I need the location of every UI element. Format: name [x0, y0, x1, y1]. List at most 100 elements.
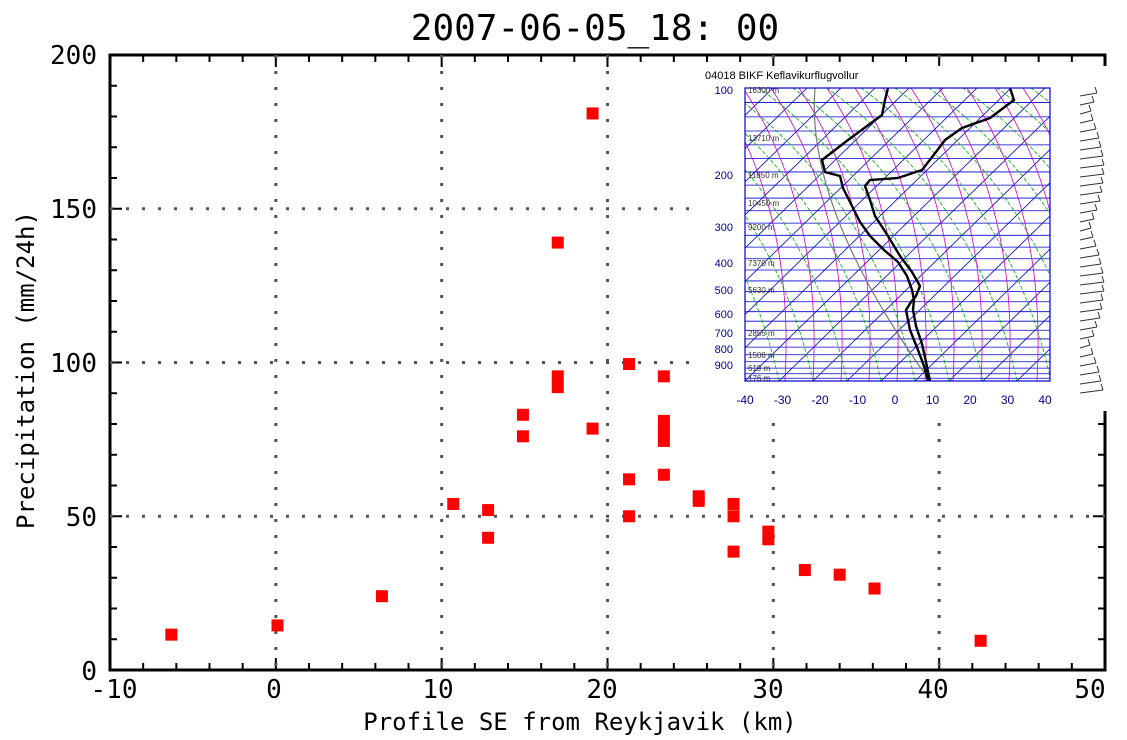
y-axis-label: Precipitation (mm/24h) — [12, 211, 40, 529]
moist-adiabat-line — [938, 88, 1011, 381]
wind-barb — [1100, 266, 1104, 274]
wind-barb — [1079, 326, 1098, 331]
wind-barbs — [1079, 86, 1105, 394]
data-point — [623, 358, 636, 371]
inset-station-label: 04018 BIKF Keflavikurflugvollur — [705, 70, 859, 82]
inset-border — [744, 87, 1051, 382]
data-point — [165, 628, 178, 641]
dry-adiabat-line — [928, 88, 1050, 215]
data-point — [727, 545, 740, 558]
skew-t-inset: 04018 BIKF Keflavikurflugvollur 10020030… — [439, 66, 1127, 411]
data-point — [657, 370, 670, 383]
isotherm-line — [745, 88, 1012, 349]
dewpoint-profile — [863, 88, 1016, 381]
data-point — [623, 510, 636, 523]
dry-adiabat-line — [962, 88, 1050, 170]
inset-temperature-label: 10 — [926, 393, 940, 407]
wind-barb — [1079, 119, 1094, 124]
isotherm-line — [745, 88, 808, 150]
data-point — [375, 590, 388, 603]
x-axis-label: Profile SE from Reykjavik (km) — [363, 708, 796, 736]
wind-barb — [1079, 281, 1105, 286]
inset-temperature-label: 20 — [963, 393, 977, 407]
isotherm-line — [948, 281, 1050, 381]
wind-barb — [1079, 182, 1104, 187]
moist-adiabat-line — [745, 140, 787, 381]
inset-height-label: 176 m — [748, 374, 771, 383]
data-point — [727, 510, 740, 523]
wind-barb — [1079, 236, 1094, 241]
wind-barb — [1079, 272, 1104, 277]
inset-pressure-label: 500 — [715, 285, 733, 297]
wind-barb — [1079, 155, 1104, 160]
wind-barb — [1094, 86, 1098, 94]
moist-adiabat-line — [910, 88, 983, 381]
wind-barb — [1079, 371, 1100, 376]
dry-adiabat-line — [745, 214, 814, 381]
dry-adiabat-line — [792, 88, 984, 381]
moist-adiabat-line — [1022, 88, 1050, 137]
inset-pressure-label: 700 — [715, 328, 733, 340]
wind-barb — [1098, 374, 1102, 382]
wind-barb — [1079, 227, 1092, 232]
isotherm-line — [880, 215, 1050, 381]
inset-diagram — [439, 87, 1127, 382]
moist-adiabat-line — [994, 88, 1050, 214]
data-point — [586, 422, 599, 435]
inset-lines — [439, 88, 1127, 381]
wind-barb — [1093, 239, 1097, 247]
inset-height-label: 16300 m — [748, 86, 779, 95]
inset-temperature-labels: -40 -30 -20 -10 0 10 20 30 40 — [736, 393, 1052, 407]
inset-pressure-label: 400 — [715, 258, 733, 270]
isotherm-line — [1119, 88, 1127, 381]
wind-barb — [1097, 194, 1101, 202]
wind-barb — [1097, 311, 1101, 319]
data-point — [798, 564, 811, 577]
wind-barb — [1090, 347, 1094, 355]
wind-barb — [1096, 365, 1100, 373]
wind-barb — [1079, 335, 1095, 340]
data-point — [551, 370, 564, 383]
y-tick-labels: 0 50 100 150 200 — [50, 41, 97, 687]
dry-adiabat-line — [826, 88, 1018, 381]
reference-curve — [813, 88, 931, 381]
isotherm-line — [812, 148, 1050, 381]
wind-barb — [1090, 113, 1094, 121]
wind-barb — [1079, 137, 1100, 142]
wind-barb — [1100, 293, 1104, 301]
wind-barb — [1079, 245, 1097, 250]
wind-barb — [1096, 248, 1100, 256]
isotherm-line — [439, 88, 739, 381]
isotherm-line — [745, 88, 910, 249]
wind-barb — [1079, 344, 1091, 349]
wind-barb — [1101, 158, 1105, 166]
inset-temperature-label: -30 — [774, 393, 792, 407]
dry-adiabat-line — [521, 88, 711, 381]
wind-barb — [1100, 149, 1104, 157]
wind-barb — [1096, 131, 1100, 139]
wind-barb — [1091, 95, 1095, 103]
wind-barb — [1100, 176, 1104, 184]
inset-temperature-label: -40 — [736, 393, 754, 407]
wind-barb — [1079, 389, 1104, 394]
wind-barb — [1079, 101, 1095, 106]
x-tick-label: 40 — [917, 675, 948, 705]
wind-barb — [1098, 140, 1102, 148]
wind-barb — [1091, 329, 1095, 337]
inset-pressure-label: 800 — [715, 344, 733, 356]
dry-adiabat-line — [745, 102, 916, 381]
wind-barb — [1090, 230, 1094, 238]
y-tick-label: 200 — [50, 41, 97, 71]
data-point — [271, 619, 284, 632]
data-point — [516, 430, 529, 443]
inset-temperature-label: 40 — [1038, 393, 1052, 407]
inset-height-label: 1508 m — [748, 351, 775, 360]
x-tick-label: -10 — [91, 675, 138, 705]
isotherm-line — [914, 248, 1050, 381]
inset-pressure-label: 600 — [715, 309, 733, 321]
inset-height-label: 2855 m — [748, 329, 775, 338]
data-point — [833, 568, 846, 581]
isotherm-line — [745, 88, 876, 216]
wind-barb — [1079, 290, 1105, 295]
wind-barb — [1079, 380, 1102, 385]
